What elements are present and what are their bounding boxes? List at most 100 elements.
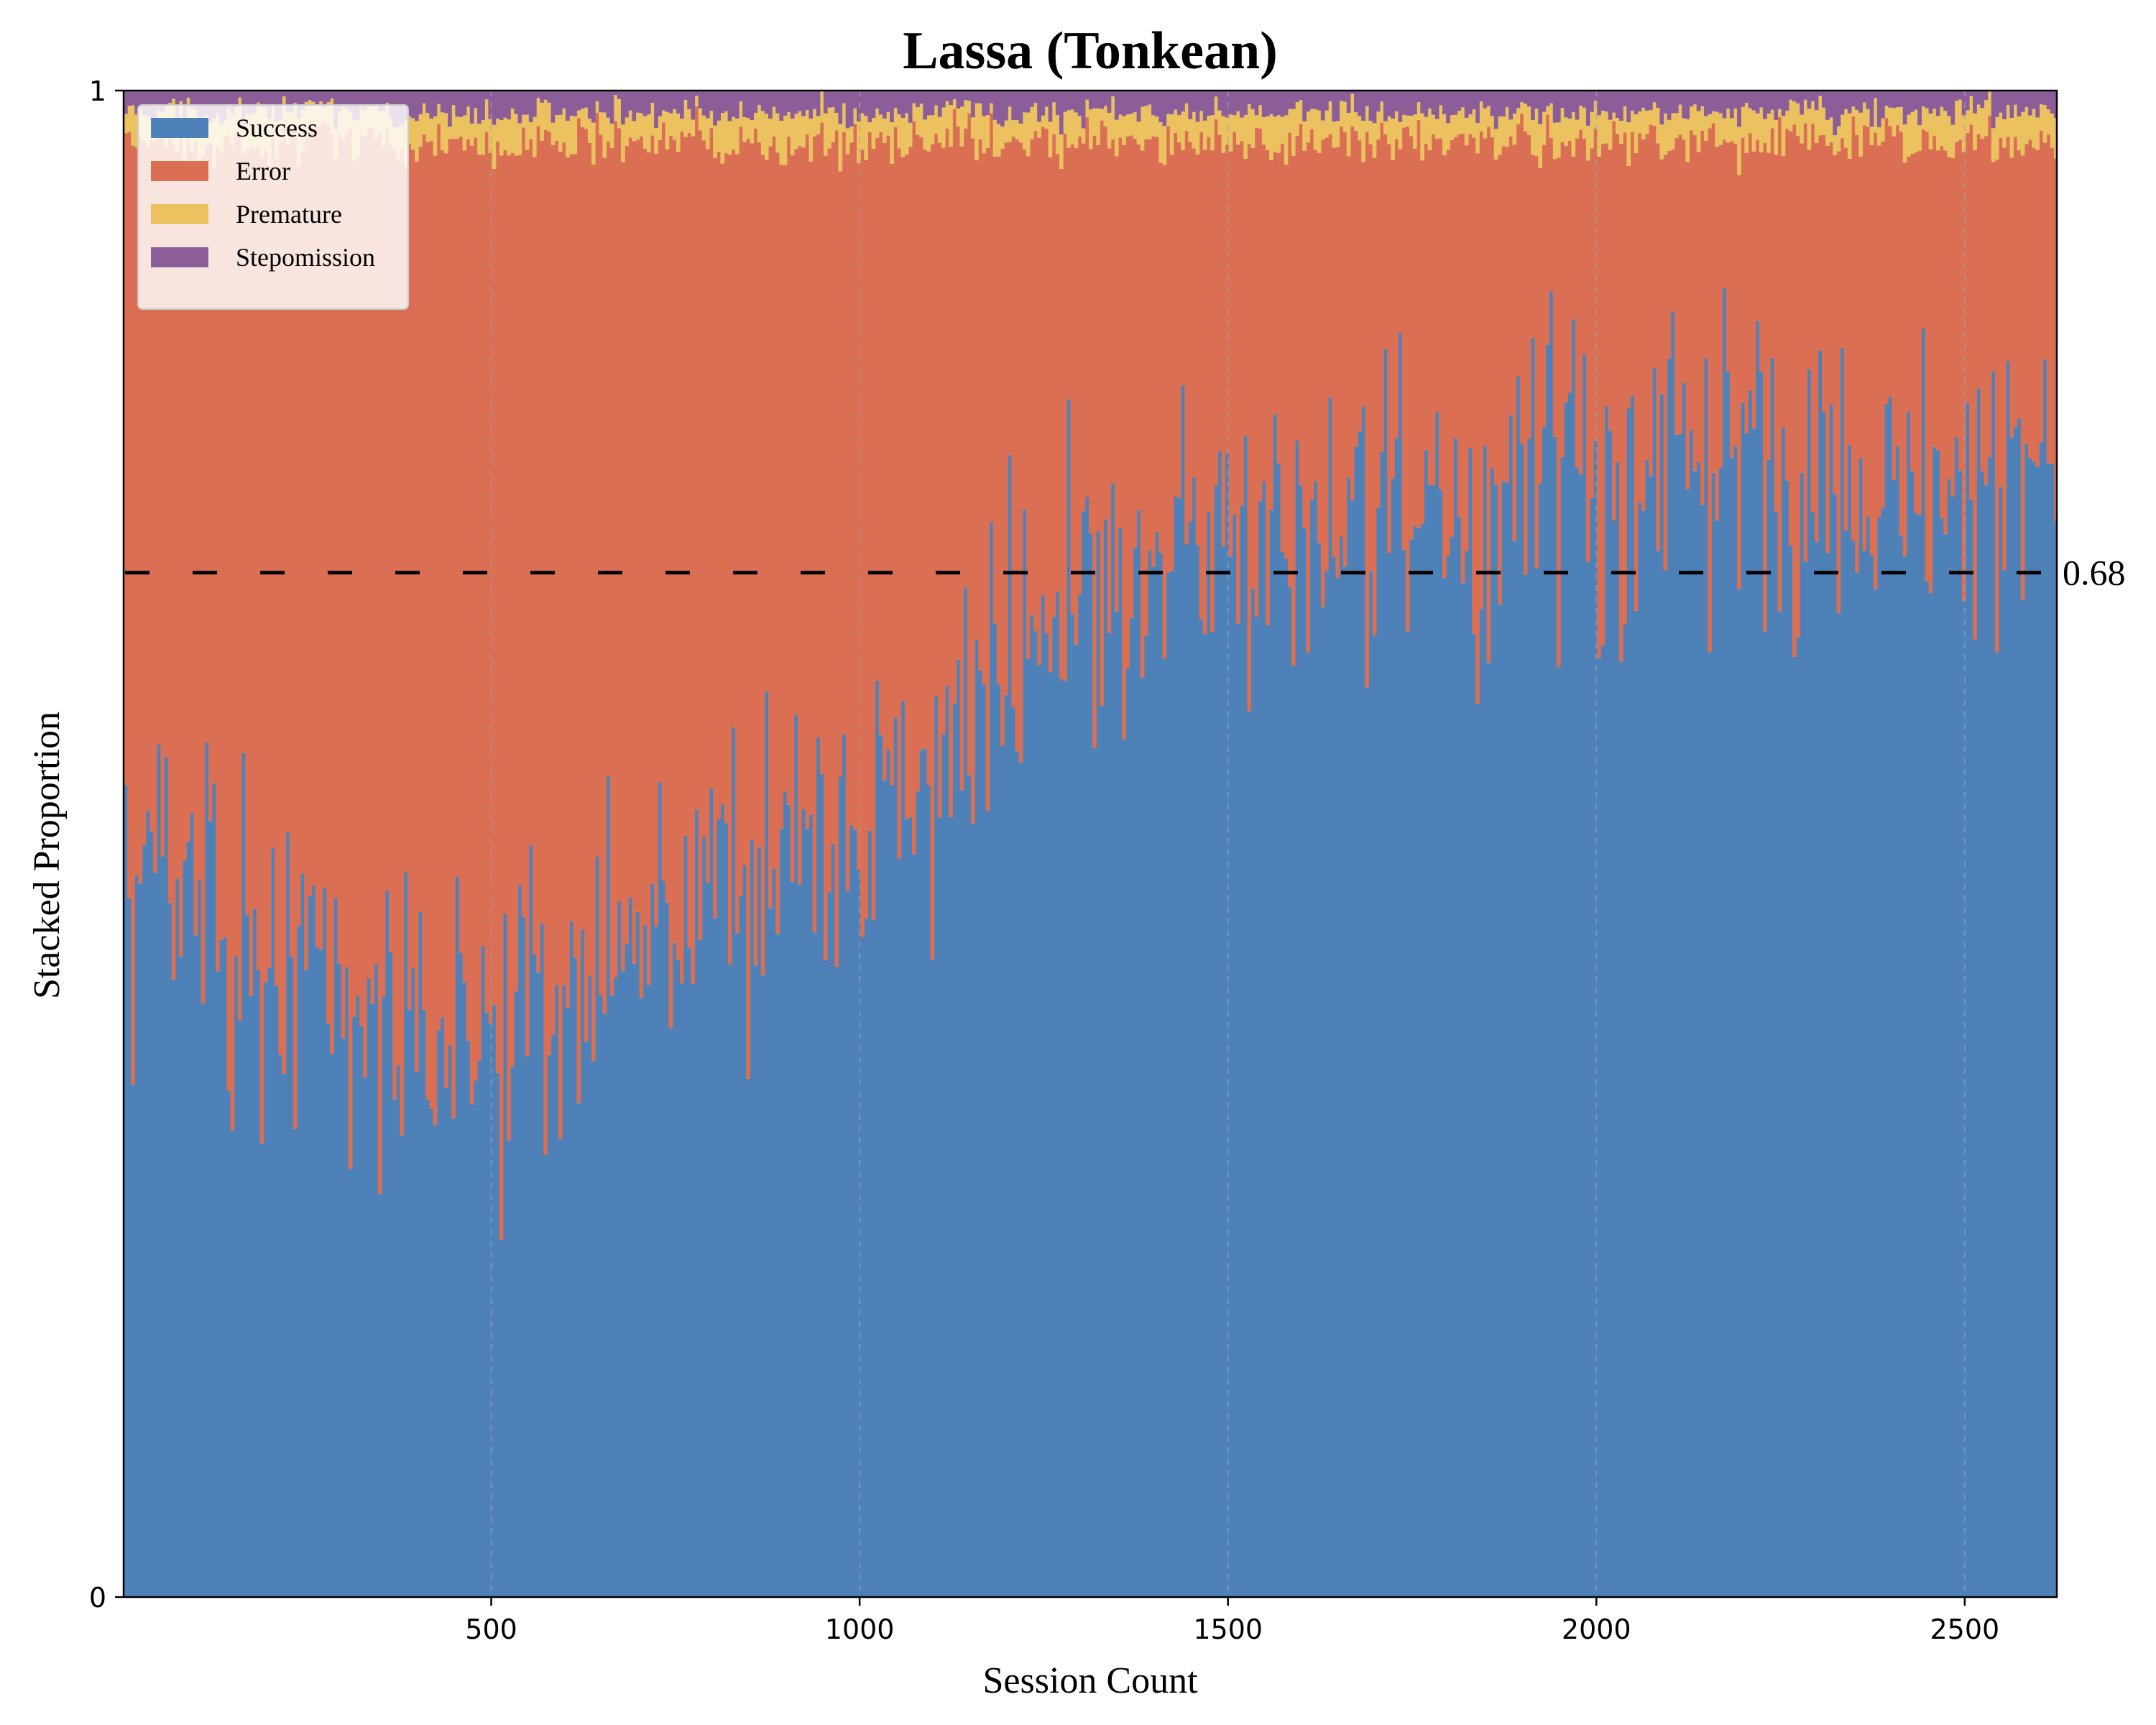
success-bar	[304, 970, 308, 1597]
error-bar	[183, 170, 187, 861]
success-bar	[308, 896, 313, 1597]
error-bar	[1858, 156, 1863, 459]
premature-bar	[1906, 114, 1911, 157]
error-bar	[1821, 135, 1826, 413]
premature-bar	[1022, 112, 1027, 150]
success-bar	[226, 1090, 231, 1597]
success-bar	[2032, 461, 2036, 1597]
error-bar	[543, 129, 548, 1155]
error-bar	[1088, 149, 1093, 534]
premature-bar	[1273, 116, 1277, 152]
error-bar	[897, 148, 902, 860]
stepomission-bar	[1534, 91, 1539, 109]
success-bar	[705, 882, 710, 1597]
success-bar	[2017, 418, 2022, 1597]
premature-bar	[1475, 123, 1480, 154]
success-bar	[1460, 583, 1465, 1597]
error-bar	[197, 167, 202, 880]
success-bar	[731, 727, 736, 1598]
error-bar	[875, 137, 880, 681]
success-bar	[1143, 635, 1148, 1598]
error-bar	[967, 113, 972, 775]
error-bar	[705, 149, 710, 883]
success-bar	[709, 788, 714, 1597]
error-bar	[1442, 155, 1447, 579]
stepomission-bar	[1741, 91, 1745, 107]
error-bar	[1516, 124, 1521, 377]
stepomission-bar	[864, 91, 869, 116]
premature-bar	[2024, 107, 2029, 144]
premature-bar	[1549, 103, 1554, 138]
error-bar	[606, 141, 611, 776]
success-bar	[451, 1118, 456, 1597]
series-success-area	[124, 288, 2058, 1598]
success-bar	[1166, 572, 1171, 1597]
stepomission-bar	[521, 91, 526, 115]
legend-swatch-stepomission	[151, 247, 208, 267]
success-bar	[786, 804, 791, 1597]
error-bar	[517, 155, 522, 886]
stepomission-bar	[1008, 91, 1012, 107]
premature-bar	[1320, 120, 1325, 140]
success-bar	[507, 1140, 511, 1597]
success-bar	[632, 963, 637, 1597]
success-bar	[1947, 479, 1951, 1597]
error-bar	[1917, 150, 1922, 515]
stepomission-bar	[547, 91, 552, 103]
error-bar	[1880, 141, 1885, 508]
stepomission-bar	[867, 91, 872, 123]
premature-bar	[772, 106, 776, 137]
premature-bar	[823, 113, 828, 156]
error-bar	[285, 144, 290, 833]
success-bar	[834, 967, 839, 1597]
success-bar	[996, 684, 1001, 1598]
stepomission-bar	[1011, 91, 1016, 121]
error-bar	[1265, 150, 1270, 625]
success-bar	[204, 742, 209, 1597]
stepomission-bar	[1416, 91, 1421, 103]
error-bar	[440, 150, 445, 1018]
stepomission-bar	[1626, 91, 1631, 123]
error-bar	[1663, 155, 1668, 571]
stepomission-bar	[1567, 91, 1572, 119]
premature-bar	[517, 123, 522, 155]
success-bar	[1825, 552, 1830, 1597]
success-bar	[1505, 483, 1509, 1597]
premature-bar	[1188, 119, 1193, 142]
error-bar	[786, 137, 791, 805]
stepomission-bar	[245, 91, 249, 114]
success-bar	[1335, 577, 1340, 1597]
success-bar	[1531, 337, 1535, 1597]
error-bar	[1350, 126, 1355, 501]
premature-bar	[1346, 113, 1351, 157]
stepomission-bar	[1803, 91, 1808, 100]
premature-bar	[1084, 99, 1089, 118]
error-bar	[1571, 156, 1576, 320]
error-bar	[296, 165, 301, 926]
premature-bar	[1534, 109, 1539, 156]
success-bar	[1818, 350, 1823, 1597]
stepomission-bar	[1619, 91, 1623, 121]
premature-bar	[779, 120, 784, 165]
stepomission-bar	[1582, 91, 1587, 108]
error-bar	[1729, 141, 1734, 458]
success-bar	[256, 970, 261, 1597]
premature-bar	[1026, 112, 1031, 157]
error-bar	[628, 137, 632, 898]
success-bar	[1192, 477, 1197, 1598]
error-bar	[646, 152, 651, 985]
stepomission-bar	[584, 91, 589, 108]
premature-bar	[1243, 114, 1248, 159]
error-bar	[731, 149, 736, 728]
success-bar	[1888, 397, 1892, 1597]
premature-bar	[1055, 115, 1060, 155]
stepomission-bar	[1405, 91, 1410, 116]
error-bar	[1700, 130, 1705, 505]
success-bar	[1325, 571, 1329, 1597]
success-bar	[318, 949, 323, 1597]
error-bar	[1829, 142, 1833, 405]
error-bar	[1188, 142, 1193, 522]
legend-label-error: Error	[236, 157, 290, 185]
error-bar	[764, 160, 769, 691]
premature-bar	[1880, 118, 1885, 142]
